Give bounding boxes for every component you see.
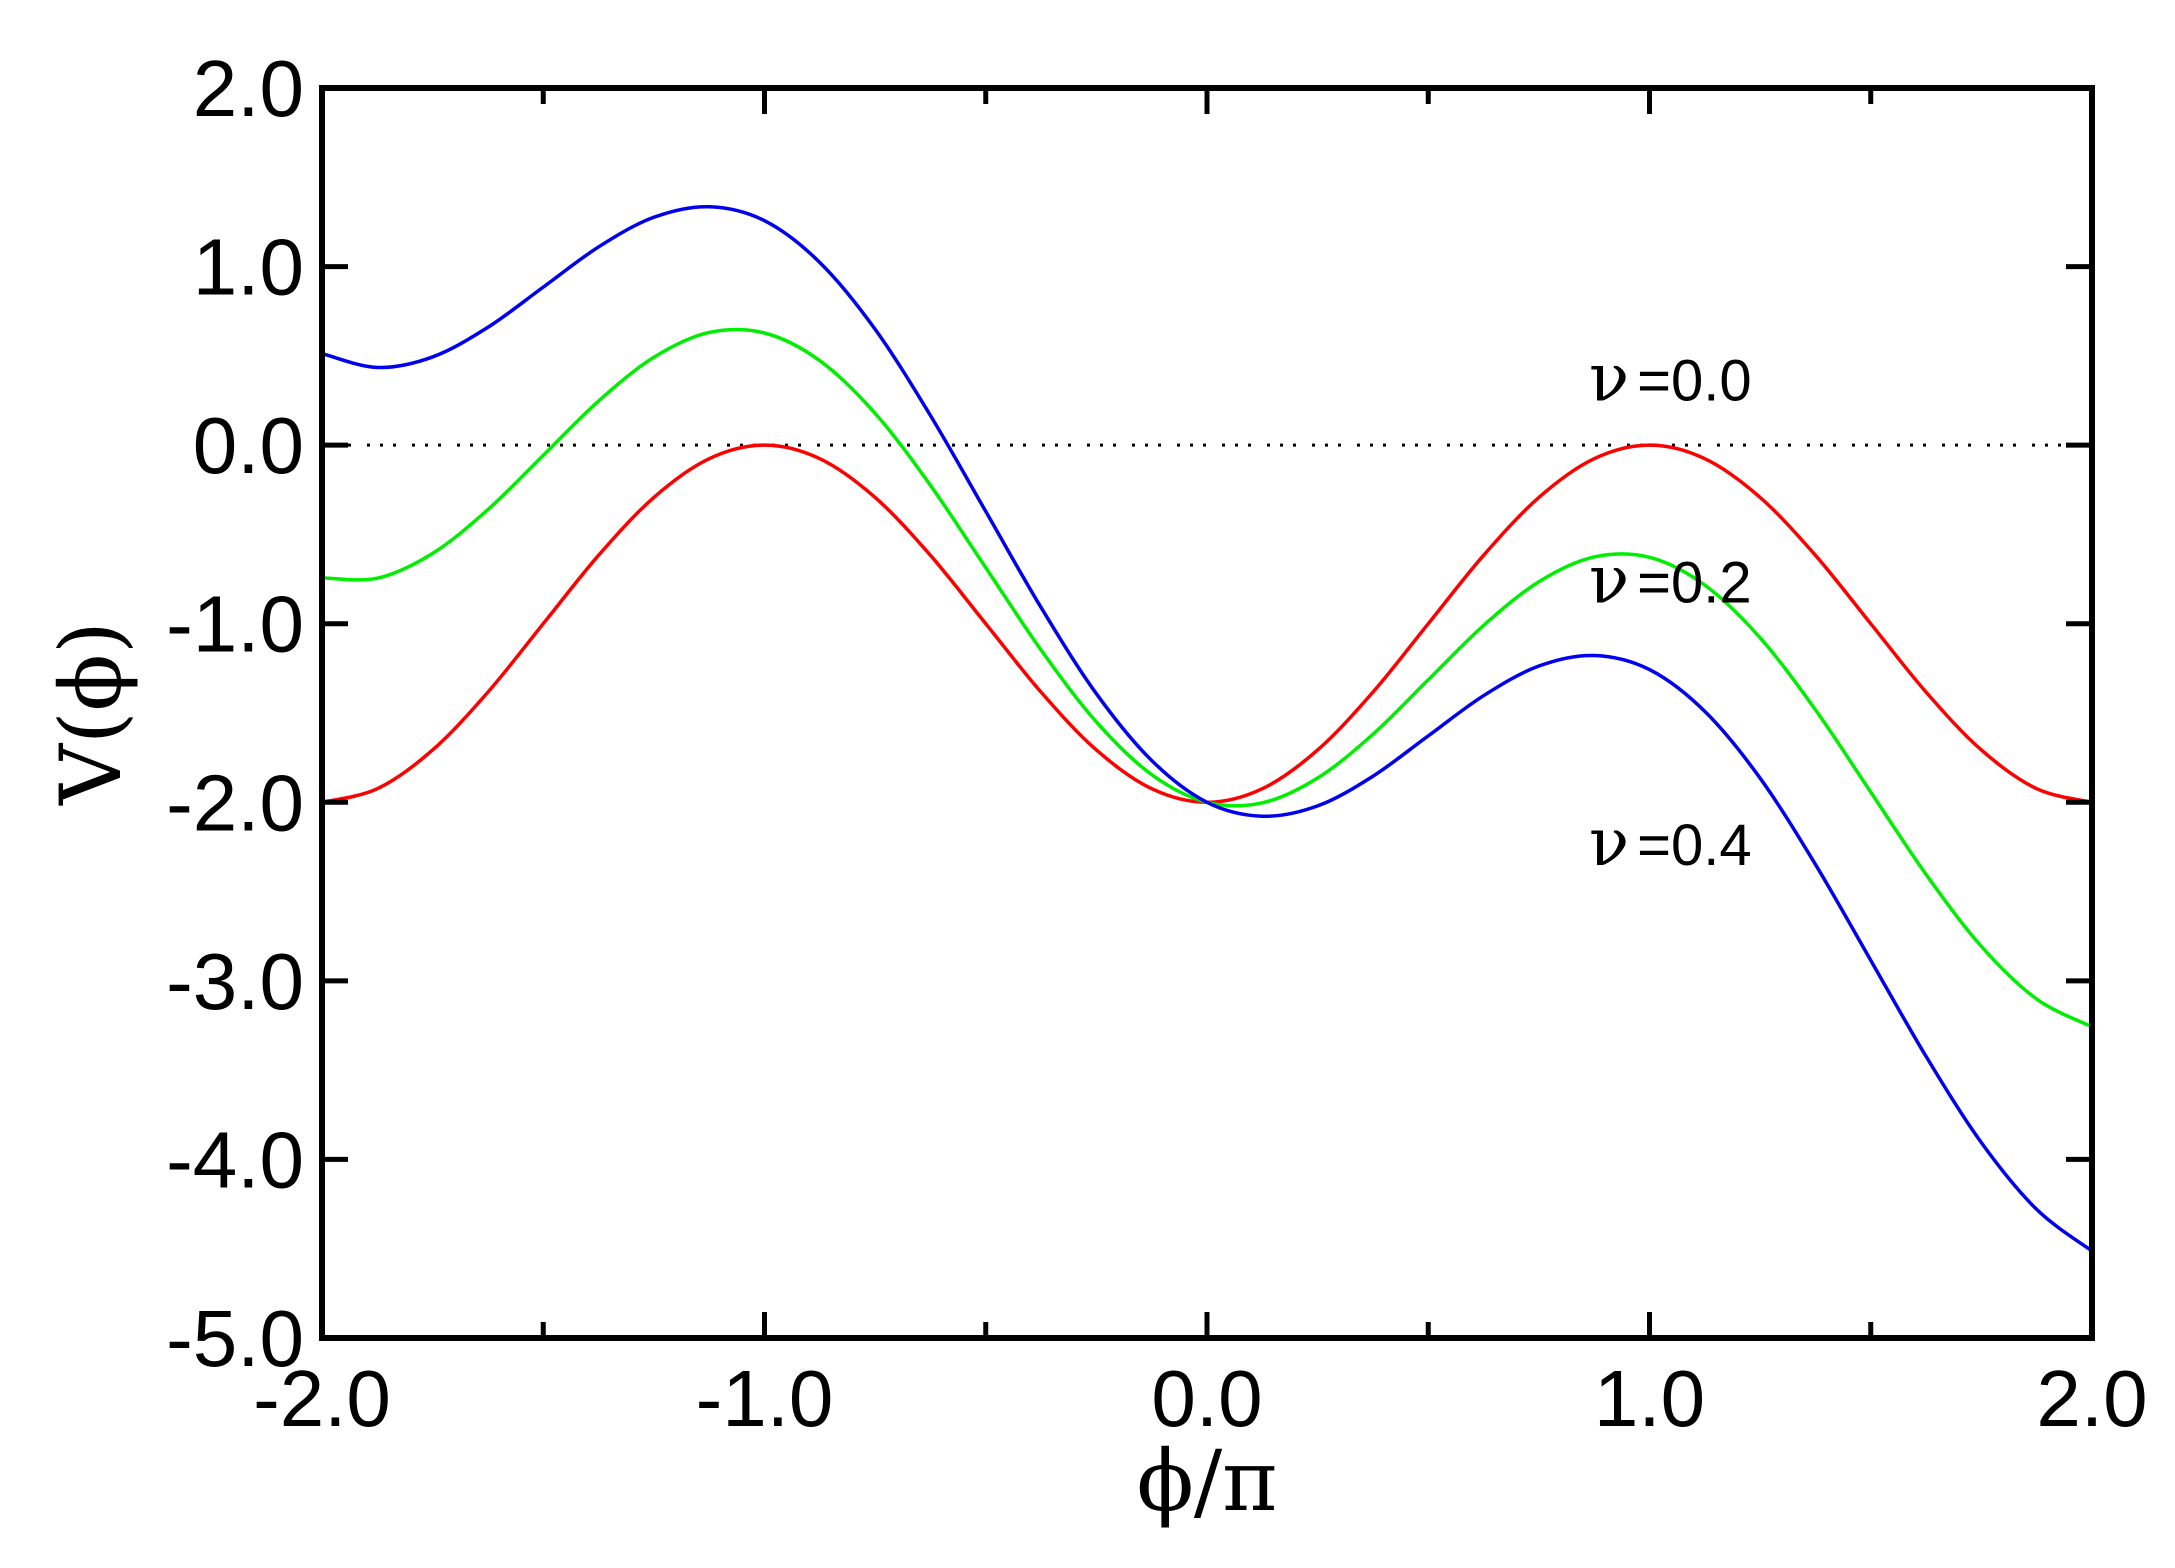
series-label-1: ν =0.2 [1589,541,1752,618]
y-tick-label: 1.0 [193,223,304,312]
x-tick-label: -1.0 [696,1354,834,1443]
ticks-layer [319,85,2095,1341]
y-tick-labels: 2.0 1.0 0.0 -1.0 -2.0 -3.0 -4.0 -5.0 [166,44,304,1383]
series-label-value: =0.0 [1637,349,1752,414]
x-tick-label: 2.0 [2036,1354,2147,1443]
y-axis-title: V(ϕ) [42,621,140,805]
series-line-nu-0-2 [322,327,2092,1029]
x-tick-label: 0.0 [1151,1354,1262,1443]
x-tick-labels: -2.0 -1.0 0.0 1.0 2.0 [253,1354,2148,1443]
x-axis-title: ϕ/π [1137,1432,1278,1530]
y-tick-label: 2.0 [193,44,304,133]
y-tick-label: -1.0 [166,580,304,669]
y-tick-label: 0.0 [193,401,304,490]
nu-symbol: ν [1589,804,1629,881]
plot-frame [319,85,2095,1341]
series-label-0: ν =0.0 [1589,340,1752,417]
x-tick-label: 1.0 [1594,1354,1705,1443]
series-line-nu-0-4 [322,204,2092,1253]
series-line-nu-0 [322,443,2092,805]
nu-symbol: ν [1589,340,1629,417]
y-tick-label: -4.0 [166,1115,304,1204]
series-label-value: =0.4 [1637,813,1752,878]
series-layer [322,204,2092,1253]
nu-symbol: ν [1589,541,1629,618]
y-tick-label: -5.0 [166,1294,304,1383]
x-tick-label: -2.0 [253,1354,391,1443]
series-label-value: =0.2 [1637,550,1752,615]
y-tick-label: -3.0 [166,937,304,1026]
y-tick-label: -2.0 [166,758,304,847]
series-label-2: ν =0.4 [1589,804,1752,881]
series-annotations: ν =0.0ν =0.2ν =0.4 [1589,340,1752,881]
